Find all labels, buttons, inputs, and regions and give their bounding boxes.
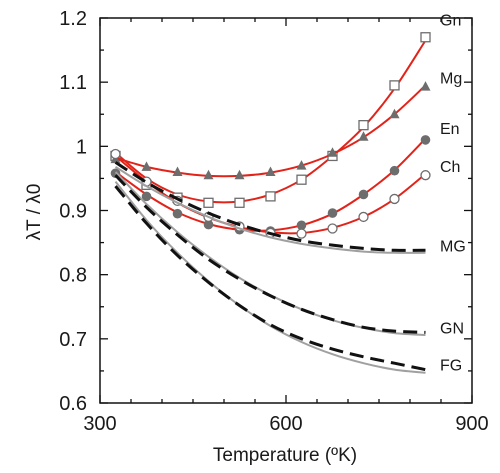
y-tick-label: 0.8 [59, 265, 87, 287]
y-tick-label: 1.2 [59, 8, 87, 30]
series-gn-point [234, 197, 245, 208]
series-gn-point [420, 32, 431, 43]
series-mg-point [141, 161, 152, 171]
y-tick-label: 1.1 [59, 72, 87, 94]
series-en-point [172, 208, 183, 219]
series-mg-point [234, 169, 245, 180]
series-label-ch: Ch [440, 159, 460, 176]
series-gn-point [296, 174, 307, 185]
series-fg [114, 180, 426, 374]
series-en-point [358, 189, 369, 200]
series-en-point [296, 220, 307, 231]
series-mg-point [358, 131, 369, 141]
x-tick-label: 600 [269, 413, 302, 435]
series-mg-point [420, 81, 431, 91]
series-fg-grey-line [114, 180, 426, 374]
series-mg-point [389, 108, 400, 119]
series-en-point [327, 208, 338, 218]
series-en-point [203, 219, 214, 230]
series-mg-point [296, 160, 307, 170]
series-gn-point [358, 120, 369, 131]
series-ch-point [110, 148, 121, 160]
y-axis-title: λT / λ0 [24, 184, 45, 241]
x-tick-label: 300 [83, 413, 116, 435]
series-en-point [141, 191, 152, 202]
label-layer: Gn Mg En Ch MG GN FG [440, 12, 466, 374]
series-mg [110, 81, 431, 180]
series-gn-line [114, 39, 427, 204]
series-ch-point [327, 223, 338, 234]
series-ch-point [389, 193, 400, 205]
series-mg [114, 161, 426, 254]
series-mg-point [172, 166, 183, 176]
series-en-point [389, 165, 400, 176]
series-label-fg: FG [440, 358, 462, 375]
y-tick-label: 0.7 [59, 329, 87, 351]
y-tick-label: 0.9 [59, 201, 87, 223]
series-mg-point [265, 166, 276, 176]
x-axis-title: Temperature (ºK) [213, 445, 357, 466]
x-tick-label: 900 [455, 413, 488, 435]
tick-layer: 300 600 900 0.6 0.7 0.8 0.9 1 1.1 1.2 [59, 8, 489, 435]
series-gn-point [203, 197, 214, 208]
y-tick-label: 1 [76, 136, 87, 158]
series-gn-point [265, 191, 276, 202]
series-ch-point [420, 170, 431, 181]
series-layer [110, 32, 431, 374]
series-fg-dashed-line [114, 185, 426, 372]
series-mg-point [327, 147, 338, 157]
series-ch-point [296, 228, 307, 239]
series-en-line [114, 137, 427, 232]
series-gn [114, 171, 426, 336]
series-label-gn: Gn [440, 12, 461, 29]
series-en-point [420, 135, 431, 145]
series-label-en: En [440, 121, 460, 138]
y-tick-label: 0.6 [59, 393, 87, 415]
series-gn-dashed-line [114, 174, 426, 334]
series-mg-grey-line [114, 166, 426, 254]
series-ch-point [358, 211, 369, 223]
series-gn-point [389, 80, 400, 91]
series-label-gn: GN [440, 320, 464, 337]
series-mg-line [115, 84, 427, 178]
plot-frame [99, 17, 473, 404]
series-label-mg: Mg [440, 71, 462, 88]
series-mg-dashed-line [114, 161, 426, 252]
series-mg-point [203, 169, 214, 180]
series-label-mg: MG [440, 238, 466, 255]
